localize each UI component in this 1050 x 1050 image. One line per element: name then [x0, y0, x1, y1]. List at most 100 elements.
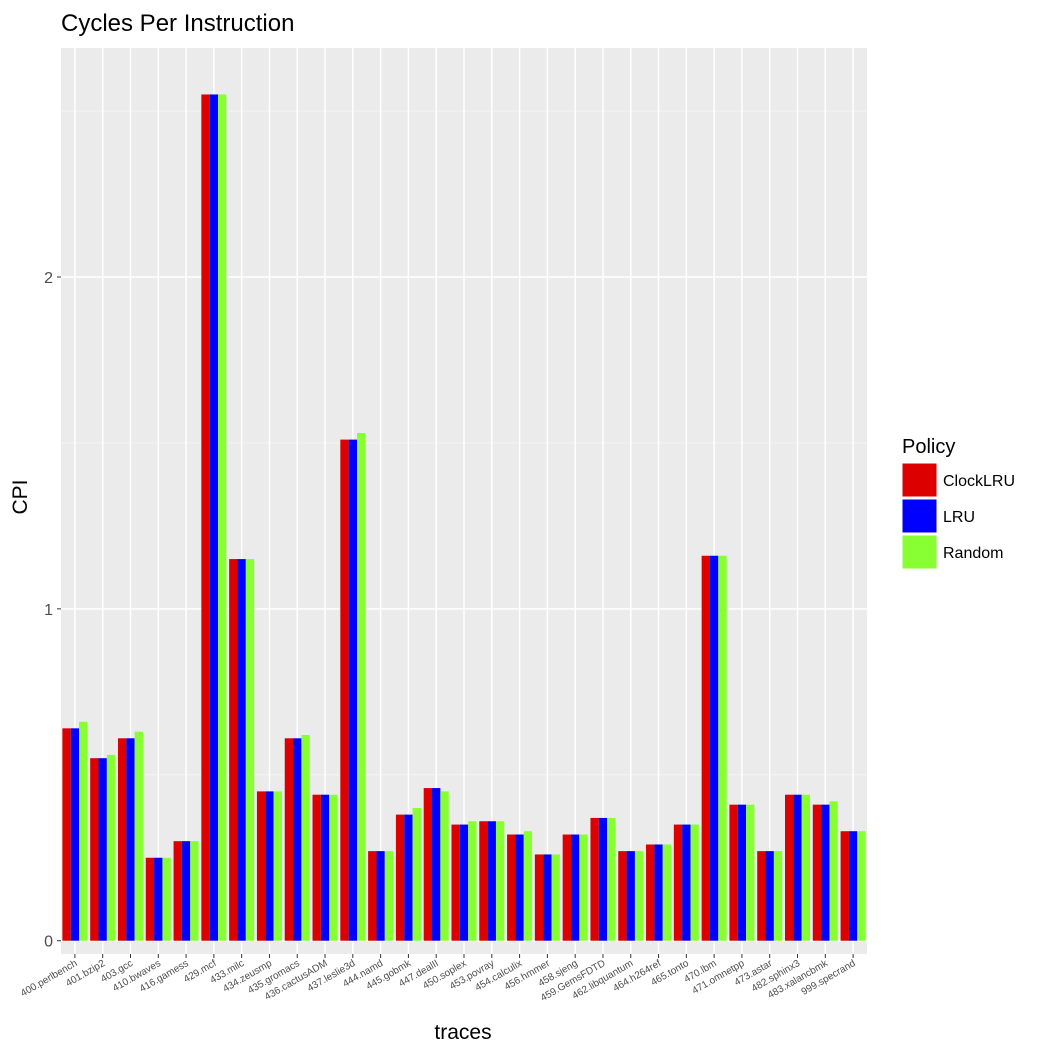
legend-key-lru: [901, 498, 938, 534]
bar-lru-13: [432, 788, 441, 941]
bar-random-6: [245, 559, 255, 941]
bar-random-16: [523, 831, 533, 941]
bar-random-17: [551, 854, 560, 941]
bar-lru-21: [654, 844, 663, 941]
bar-lru-17: [543, 854, 552, 941]
y-tick-label: 1: [44, 602, 53, 619]
bar-clocklru-10: [340, 439, 349, 941]
bar-lru-22: [682, 824, 691, 941]
bar-clocklru-24: [729, 804, 738, 941]
y-tick-label: 2: [44, 270, 53, 287]
bar-clocklru-20: [618, 851, 627, 941]
bar-lru-2: [126, 738, 135, 941]
legend-label-lru: LRU: [943, 509, 975, 526]
bar-lru-28: [848, 831, 858, 941]
bar-clocklru-25: [757, 851, 766, 941]
bar-random-25: [773, 851, 783, 941]
bar-lru-26: [793, 794, 802, 941]
bar-clocklru-17: [534, 854, 544, 941]
bar-random-4: [190, 841, 199, 941]
bar-clocklru-13: [423, 788, 433, 941]
bar-clocklru-16: [507, 834, 516, 941]
bar-lru-24: [737, 804, 747, 941]
bars: [62, 94, 866, 941]
bar-lru-0: [70, 728, 80, 941]
bar-lru-7: [265, 791, 274, 941]
bar-clocklru-22: [673, 824, 683, 941]
legend-label-random: Random: [943, 545, 1003, 562]
bar-clocklru-9: [312, 794, 321, 941]
bar-random-23: [718, 555, 727, 941]
bar-lru-27: [821, 804, 830, 941]
bar-random-19: [607, 817, 616, 941]
bar-lru-18: [571, 834, 580, 941]
bar-random-28: [857, 831, 866, 941]
bar-random-26: [801, 794, 811, 941]
bar-clocklru-12: [395, 814, 405, 941]
bar-clocklru-7: [256, 791, 266, 941]
bar-clocklru-21: [646, 844, 655, 941]
bar-random-14: [468, 821, 477, 941]
bar-random-22: [690, 824, 699, 941]
bar-lru-4: [181, 841, 191, 941]
chart-title: Cycles Per Instruction: [61, 10, 294, 37]
bar-clocklru-18: [562, 834, 572, 941]
bar-clocklru-14: [451, 824, 460, 941]
y-axis: 0 1 2: [44, 270, 61, 951]
bar-clocklru-3: [145, 857, 155, 941]
x-axis-title: traces: [434, 1021, 491, 1044]
bar-random-5: [218, 94, 227, 941]
bar-lru-25: [765, 851, 774, 941]
bar-lru-12: [404, 814, 413, 941]
bar-random-13: [440, 791, 449, 941]
bar-random-2: [134, 731, 143, 941]
bar-clocklru-28: [840, 831, 849, 941]
bar-clocklru-2: [117, 738, 127, 941]
bar-lru-11: [376, 851, 385, 941]
bar-random-20: [634, 851, 644, 941]
legend: Policy ClockLRU LRU Random: [901, 436, 1015, 570]
bar-clocklru-11: [368, 851, 377, 941]
y-tick-label: 0: [44, 934, 53, 951]
bar-random-3: [162, 857, 171, 941]
bar-lru-1: [98, 758, 107, 941]
bar-clocklru-8: [284, 738, 294, 941]
bar-random-21: [662, 844, 672, 941]
bar-clocklru-0: [62, 728, 71, 941]
bar-clocklru-6: [229, 559, 238, 941]
bar-clocklru-15: [479, 821, 488, 941]
bar-random-7: [273, 791, 282, 941]
bar-lru-9: [320, 794, 330, 941]
bar-lru-3: [154, 857, 163, 941]
legend-title: Policy: [902, 436, 955, 458]
bar-random-24: [746, 804, 755, 941]
bar-clocklru-23: [701, 555, 710, 941]
bar-random-9: [329, 794, 338, 941]
legend-label-clocklru: ClockLRU: [943, 473, 1015, 490]
bar-lru-15: [487, 821, 496, 941]
bar-lru-6: [237, 559, 246, 941]
bar-clocklru-1: [90, 758, 99, 941]
bar-random-0: [79, 721, 88, 941]
bar-random-15: [495, 821, 505, 941]
bar-lru-16: [515, 834, 524, 941]
bar-lru-20: [626, 851, 635, 941]
bar-clocklru-5: [201, 94, 210, 941]
bar-random-11: [384, 851, 394, 941]
bar-lru-14: [459, 824, 469, 941]
bar-random-8: [301, 734, 310, 941]
bar-random-18: [579, 834, 588, 941]
bar-lru-19: [598, 817, 608, 941]
bar-lru-5: [209, 94, 219, 941]
bar-lru-10: [348, 439, 357, 941]
bar-lru-23: [709, 555, 719, 941]
y-axis-title: CPI: [9, 479, 32, 514]
bar-clocklru-27: [812, 804, 822, 941]
bar-lru-8: [293, 738, 302, 941]
bar-random-27: [829, 801, 838, 941]
bar-clocklru-26: [785, 794, 794, 941]
bar-random-1: [106, 754, 116, 941]
bar-random-12: [412, 807, 421, 941]
bar-clocklru-4: [173, 841, 182, 941]
